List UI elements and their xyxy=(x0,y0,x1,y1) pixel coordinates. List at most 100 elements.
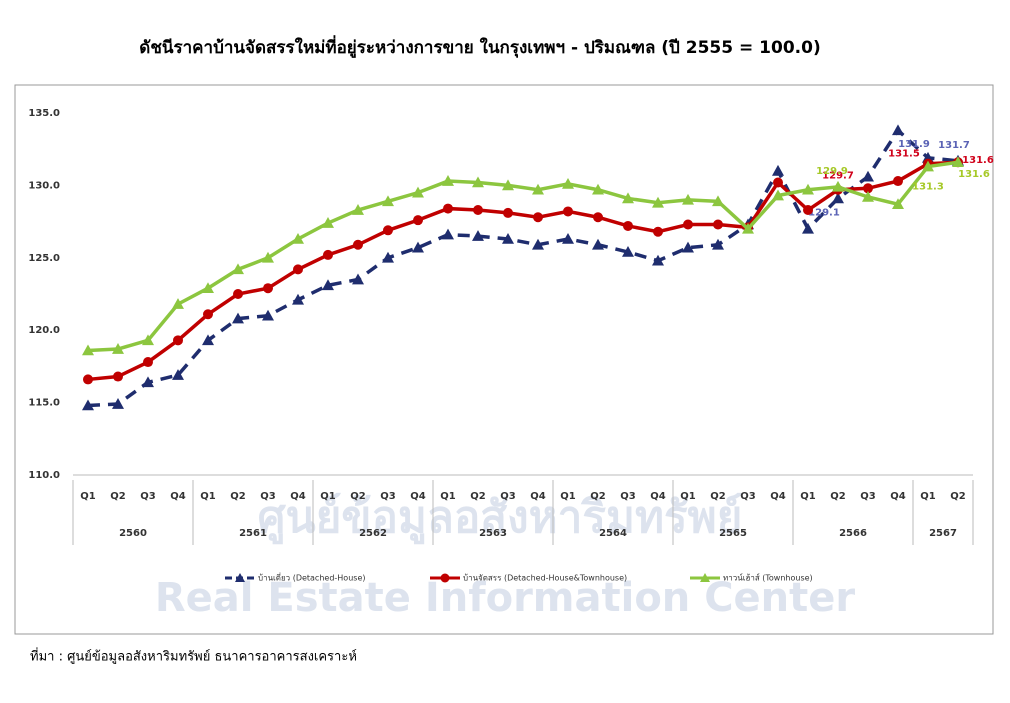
point xyxy=(892,198,904,210)
point xyxy=(83,374,93,385)
point xyxy=(862,170,874,182)
point xyxy=(203,309,213,320)
group-label: 2561 xyxy=(239,528,267,539)
chart-title: ดัชนีราคาบ้านจัดสรรใหม่ที่อยู่ระหว่างการ… xyxy=(139,35,820,59)
point xyxy=(592,238,604,250)
x-tick-label: Q1 xyxy=(800,491,816,502)
x-tick-label: Q1 xyxy=(560,491,576,502)
point xyxy=(533,212,543,223)
x-tick-label: Q2 xyxy=(590,491,606,502)
point xyxy=(742,222,754,234)
series-line xyxy=(87,127,959,408)
group-label: 2564 xyxy=(599,528,627,539)
x-tick-label: Q1 xyxy=(320,491,336,502)
point xyxy=(262,309,274,321)
point xyxy=(262,251,274,263)
point xyxy=(473,205,483,216)
x-tick-label: Q2 xyxy=(710,491,726,502)
point xyxy=(412,241,424,253)
point xyxy=(682,241,694,253)
value-label: 131.6 xyxy=(958,169,990,180)
x-tick-label: Q4 xyxy=(410,491,426,502)
value-label: 129.1 xyxy=(808,207,840,218)
x-tick-label: Q3 xyxy=(860,491,876,502)
point xyxy=(413,215,423,226)
point xyxy=(382,195,394,207)
point xyxy=(713,219,723,230)
point xyxy=(142,376,154,388)
point xyxy=(383,225,393,236)
point xyxy=(562,177,574,189)
value-label: 131.3 xyxy=(912,182,944,193)
point xyxy=(173,335,183,346)
value-label: 131.5 xyxy=(888,149,920,160)
point xyxy=(593,212,603,223)
point xyxy=(442,228,454,240)
point xyxy=(202,334,214,346)
point xyxy=(233,289,243,299)
group-label: 2563 xyxy=(479,528,507,539)
series-line xyxy=(87,160,959,382)
point xyxy=(443,203,453,214)
y-tick-label: 125.0 xyxy=(28,253,60,264)
point xyxy=(622,246,634,257)
y-tick-label: 135.0 xyxy=(28,108,60,119)
x-tick-label: Q1 xyxy=(80,491,96,502)
value-label: 129.9 xyxy=(816,166,848,177)
x-tick-label: Q2 xyxy=(230,491,246,502)
point xyxy=(412,186,424,198)
point xyxy=(202,282,214,294)
point xyxy=(563,206,573,217)
point xyxy=(232,263,244,275)
point xyxy=(862,190,874,202)
x-tick-label: Q3 xyxy=(140,491,156,502)
x-tick-label: Q4 xyxy=(650,491,666,502)
y-tick-label: 110.0 xyxy=(28,470,60,481)
point xyxy=(832,192,844,204)
point xyxy=(952,156,964,168)
point xyxy=(832,180,844,192)
point xyxy=(532,183,544,195)
point xyxy=(172,369,184,380)
legend-label: บ้านจัดสรร (Detached-House&Townhouse) xyxy=(463,574,627,583)
x-tick-label: Q3 xyxy=(620,491,636,502)
x-tick-label: Q2 xyxy=(470,491,486,502)
group-label: 2562 xyxy=(359,528,387,539)
point xyxy=(622,192,634,204)
point xyxy=(803,205,813,216)
point xyxy=(503,207,513,218)
point xyxy=(232,312,244,324)
point xyxy=(143,357,153,368)
x-tick-label: Q3 xyxy=(740,491,756,502)
point xyxy=(82,344,94,356)
point xyxy=(322,279,334,291)
x-tick-label: Q1 xyxy=(680,491,696,502)
point xyxy=(323,249,333,260)
point xyxy=(353,239,363,250)
point xyxy=(592,183,604,195)
point xyxy=(352,204,364,215)
series-line xyxy=(87,160,959,353)
source-note: ที่มา : ศูนย์ข้อมูลอสังหาริมทรัพย์ ธนาคา… xyxy=(30,648,357,665)
legend-marker xyxy=(235,573,245,582)
x-tick-label: Q4 xyxy=(170,491,186,502)
point xyxy=(893,176,903,187)
point xyxy=(322,217,334,228)
point xyxy=(502,179,514,191)
group-label: 2567 xyxy=(929,528,957,539)
chart-frame xyxy=(14,84,994,635)
watermark: Real Estate Information Center xyxy=(155,575,856,621)
x-tick-label: Q3 xyxy=(260,491,276,502)
point xyxy=(712,238,724,250)
x-tick-label: Q2 xyxy=(830,491,846,502)
point xyxy=(292,293,304,305)
point xyxy=(352,273,364,285)
point xyxy=(532,238,544,250)
x-tick-label: Q1 xyxy=(200,491,216,502)
x-tick-label: Q3 xyxy=(380,491,396,502)
x-tick-label: Q2 xyxy=(110,491,126,502)
point xyxy=(773,177,783,188)
point xyxy=(802,183,814,195)
point xyxy=(502,232,514,244)
